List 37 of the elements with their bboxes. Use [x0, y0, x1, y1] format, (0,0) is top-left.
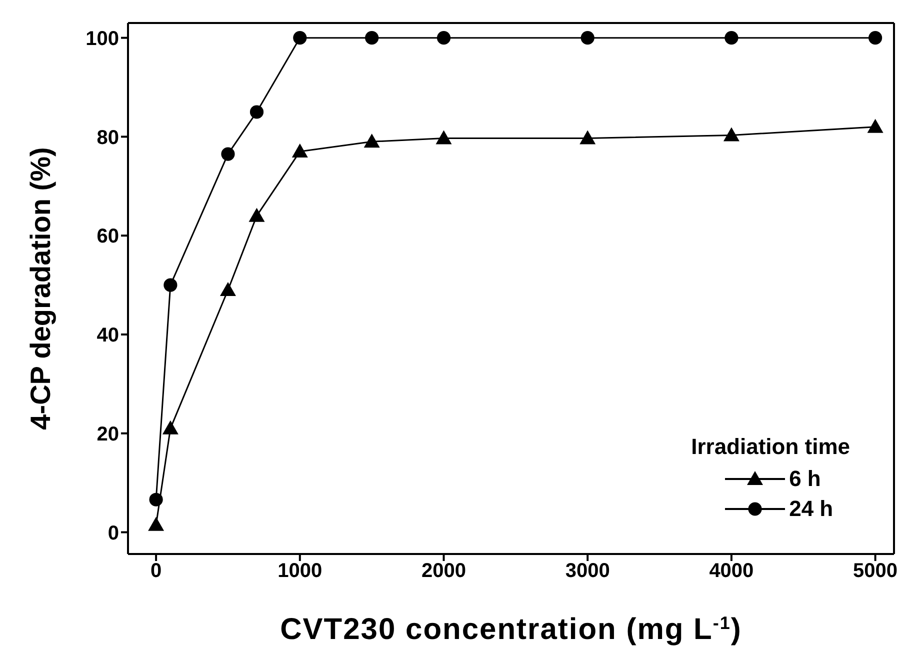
legend-label: 6 h: [789, 466, 821, 492]
x-tick-label: 4000: [709, 560, 754, 582]
y-tick-label: 60: [96, 226, 119, 248]
point: [220, 282, 236, 296]
point: [292, 144, 308, 158]
point: [723, 127, 740, 142]
y-tick-label: 80: [96, 126, 119, 149]
x-axis-title: CVT230 concentration (mg L$^{-1}$): [280, 613, 742, 646]
x-tick-label: 5000: [853, 560, 898, 582]
point: [580, 31, 594, 45]
legend-title: Irradiation time: [691, 434, 850, 460]
point: [580, 130, 596, 144]
point: [149, 492, 163, 506]
x-tick-label: 1000: [278, 560, 322, 582]
point: [221, 147, 235, 161]
y-tick-label: 100: [86, 28, 119, 50]
point: [436, 31, 451, 45]
point: [293, 31, 307, 45]
point: [436, 130, 452, 144]
y-tick-label: 20: [96, 423, 119, 446]
legend-label: 24 h: [789, 496, 834, 522]
point: [724, 31, 738, 45]
point: [164, 278, 178, 292]
x-tick-label: 2000: [422, 560, 466, 582]
y-tick-label: 0: [108, 522, 119, 544]
point: [248, 208, 265, 222]
point: [365, 31, 379, 45]
y-tick-label: 40: [96, 324, 119, 347]
point: [868, 31, 882, 45]
x-tick-label: 0: [150, 560, 162, 582]
point: [162, 420, 178, 434]
x-tick-label: 3000: [565, 560, 610, 582]
y-axis-title: 4-CP degradation (%): [25, 147, 56, 430]
point: [867, 118, 884, 133]
point: [250, 105, 264, 119]
point: [148, 516, 164, 531]
point: [364, 134, 380, 148]
